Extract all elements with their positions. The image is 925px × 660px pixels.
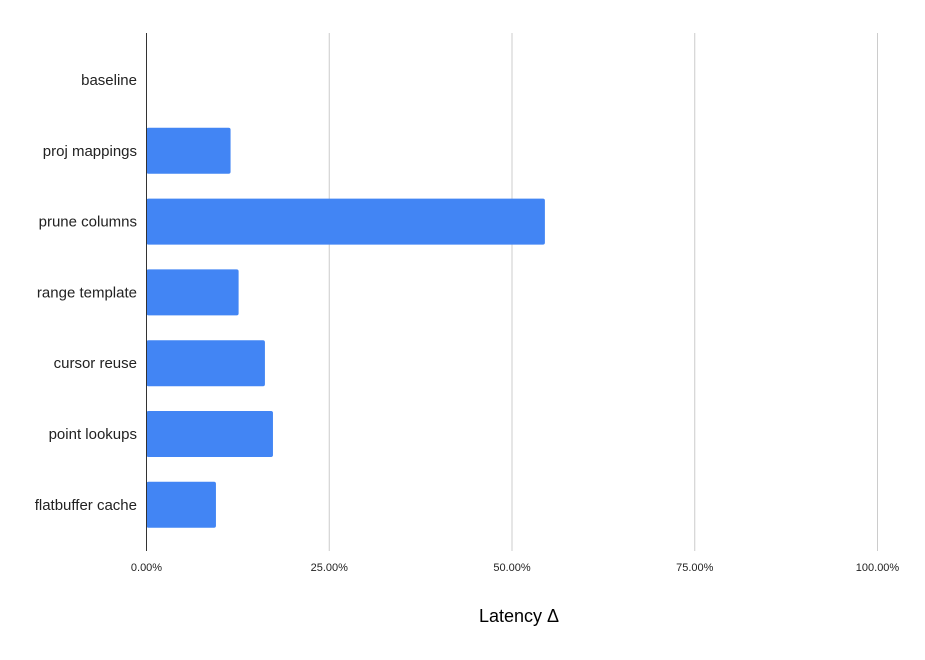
category-label: prune columns: [39, 214, 137, 231]
category-label: baseline: [81, 72, 137, 89]
category-label: point lookups: [49, 426, 137, 443]
x-tick-label: 25.00%: [311, 562, 349, 574]
x-tick-label: 75.00%: [676, 562, 714, 574]
bar-prune-columns: [146, 198, 545, 245]
category-label: proj mappings: [43, 143, 137, 160]
bar-cursor-reuse: [146, 340, 265, 387]
x-tick-label: 50.00%: [493, 562, 531, 574]
category-label: flatbuffer cache: [35, 497, 137, 514]
bar-flatbuffer-cache: [146, 481, 216, 528]
bar-proj-mappings: [146, 127, 231, 174]
bar-point-lookups: [146, 411, 273, 457]
x-tick-label: 100.00%: [856, 562, 900, 574]
bar-range-template: [146, 269, 239, 316]
category-label: cursor reuse: [54, 355, 137, 372]
x-axis-label: Latency Δ: [479, 606, 559, 626]
category-label: range template: [37, 284, 137, 301]
x-tick-label: 0.00%: [131, 562, 162, 574]
